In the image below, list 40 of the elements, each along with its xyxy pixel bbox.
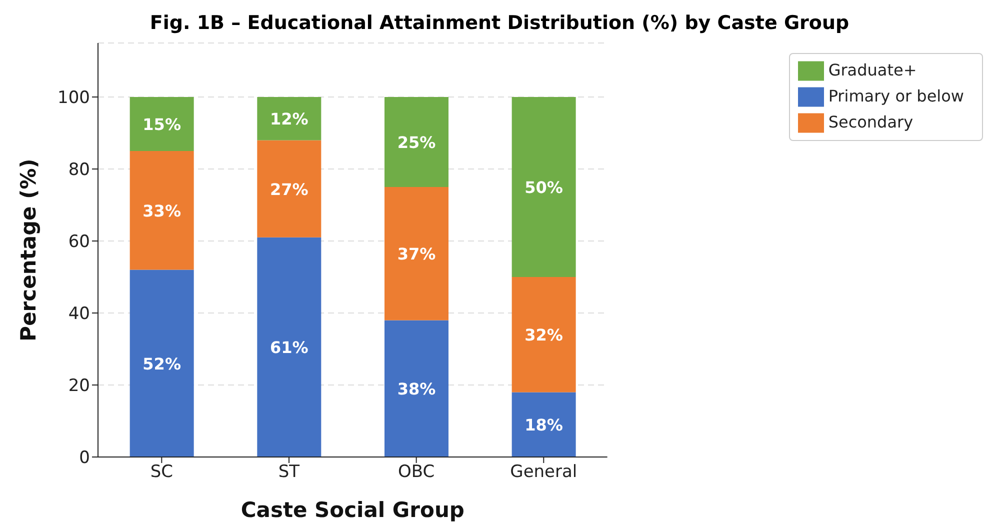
bar xyxy=(384,187,448,320)
bar xyxy=(384,320,448,457)
data-label: 15% xyxy=(142,115,181,134)
data-label: 27% xyxy=(270,180,308,199)
data-label: 25% xyxy=(397,133,436,152)
chart-title: Fig. 1B – Educational Attainment Distribution (%) by Caste Group xyxy=(148,11,850,36)
data-label: 52% xyxy=(142,354,181,374)
y-tick-label: 100 xyxy=(58,88,90,108)
legend-label: Secondary xyxy=(828,112,914,132)
y-tick-label: 80 xyxy=(68,160,90,180)
x-tick-label: General xyxy=(510,462,578,482)
data-label: 37% xyxy=(397,244,436,264)
y-tick-label: 0 xyxy=(79,448,90,468)
data-label: 18% xyxy=(524,416,563,435)
data-label: 12% xyxy=(270,110,308,129)
data-label: 33% xyxy=(142,201,181,220)
y-tick-label: 20 xyxy=(68,376,90,396)
bar xyxy=(257,97,322,140)
data-label: 61% xyxy=(270,338,308,358)
y-tick-label: 60 xyxy=(68,232,90,252)
y-axis-title: Percentage (%) xyxy=(16,158,40,342)
data-label: 50% xyxy=(524,178,563,197)
bar xyxy=(130,151,194,270)
bar xyxy=(512,392,576,457)
bar xyxy=(130,97,194,151)
legend-label: Graduate+ xyxy=(828,60,917,80)
bar xyxy=(384,97,448,187)
bar xyxy=(257,140,322,238)
bar xyxy=(512,97,576,277)
bar xyxy=(512,277,576,392)
data-label: 38% xyxy=(397,380,436,399)
legend-label: Primary or below xyxy=(828,86,964,106)
x-tick-label: SC xyxy=(150,462,173,482)
bar xyxy=(130,270,194,457)
x-tick-label: OBC xyxy=(398,462,435,482)
x-axis-title: Caste Social Group xyxy=(240,498,464,522)
y-tick-label: 40 xyxy=(68,304,90,324)
data-label: 32% xyxy=(524,326,563,345)
bar xyxy=(257,237,322,457)
x-tick-label: ST xyxy=(278,462,300,482)
